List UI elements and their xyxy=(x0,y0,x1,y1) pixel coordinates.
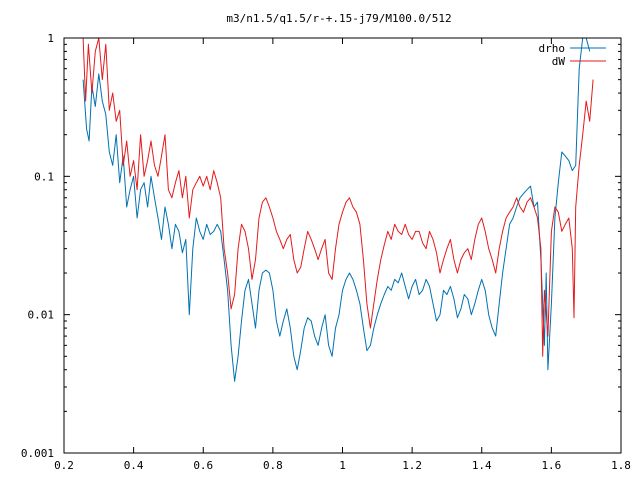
x-tick-label: 0.4 xyxy=(124,459,144,472)
legend-label-drho: drho xyxy=(539,42,566,55)
x-tick-label: 1 xyxy=(339,459,346,472)
series-line-dw xyxy=(82,37,594,357)
y-tick-label: 0.01 xyxy=(28,309,55,322)
legend: drho dW xyxy=(539,42,606,68)
y-tick-label: 0.001 xyxy=(21,447,54,460)
series-line-drho xyxy=(82,37,591,382)
x-tick-label: 0.8 xyxy=(263,459,283,472)
x-tick-label: 1.4 xyxy=(472,459,492,472)
plot-frame xyxy=(63,37,622,454)
x-tick-label: 0.6 xyxy=(193,459,213,472)
y-tick-label: 1 xyxy=(47,32,54,45)
x-tick-label: 1.6 xyxy=(541,459,561,472)
series-group xyxy=(82,37,594,382)
y-tick-label: 0.1 xyxy=(34,170,54,183)
x-tick-label: 1.8 xyxy=(611,459,631,472)
chart-title: m3/n1.5/q1.5/r-+.15-j79/M100.0/512 xyxy=(226,12,451,25)
x-tick-label: 0.2 xyxy=(54,459,74,472)
axis-ticks: 0.2 0.4 0.6 0.8 1 1.2 1.4 1.6 1.8 0.001 0.01 0.1 1 xyxy=(21,32,631,472)
legend-label-dw: dW xyxy=(552,55,566,68)
x-tick-label: 1.2 xyxy=(402,459,422,472)
